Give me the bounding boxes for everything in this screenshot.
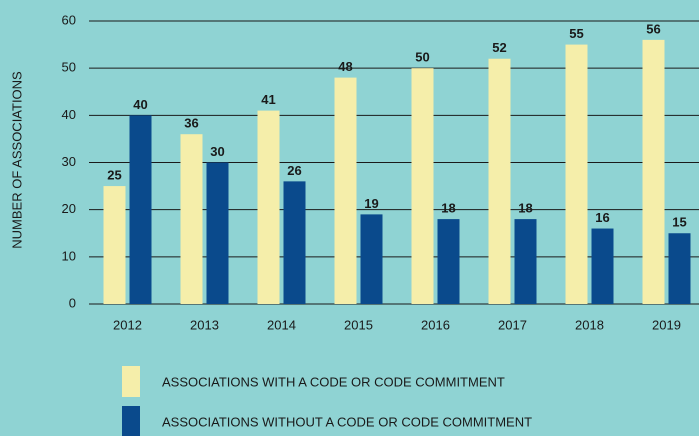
value-label: 16 <box>595 210 609 225</box>
x-tick-label: 2019 <box>652 317 681 332</box>
bar <box>514 219 537 304</box>
y-tick-label: 60 <box>62 12 76 27</box>
bar <box>565 44 588 304</box>
value-label: 52 <box>492 40 506 55</box>
value-label: 56 <box>646 21 660 36</box>
y-tick-label: 40 <box>62 107 76 122</box>
y-tick-label: 10 <box>62 248 76 263</box>
legend-swatch <box>122 366 140 397</box>
y-axis-label: NUMBER OF ASSOCIATIONS <box>9 71 24 249</box>
value-label: 25 <box>107 168 121 183</box>
bar <box>411 68 434 305</box>
value-label: 41 <box>261 92 275 107</box>
value-label: 40 <box>133 97 147 112</box>
bar <box>437 219 460 304</box>
value-label: 19 <box>364 196 378 211</box>
y-tick-label: 0 <box>69 295 76 310</box>
x-tick-label: 2013 <box>190 317 219 332</box>
value-label: 18 <box>518 201 532 216</box>
value-label: 36 <box>184 116 198 131</box>
legend-label: ASSOCIATIONS WITH A CODE OR CODE COMMITM… <box>162 374 505 389</box>
bar <box>488 58 511 304</box>
x-tick-label: 2016 <box>421 317 450 332</box>
bar <box>206 162 229 304</box>
y-tick-label: 20 <box>62 201 76 216</box>
x-tick-label: 2018 <box>575 317 604 332</box>
x-tick-label: 2012 <box>113 317 142 332</box>
bar <box>180 134 203 304</box>
y-tick-label: 30 <box>62 154 76 169</box>
value-label: 48 <box>338 59 352 74</box>
x-tick-label: 2017 <box>498 317 527 332</box>
legend-swatch <box>122 406 140 436</box>
bar <box>642 39 665 304</box>
y-tick-label: 50 <box>62 60 76 75</box>
x-tick-label: 2015 <box>344 317 373 332</box>
value-label: 18 <box>441 201 455 216</box>
bar <box>129 115 152 304</box>
value-label: 55 <box>569 26 583 41</box>
bar <box>591 228 614 304</box>
x-tick-label: 2014 <box>267 317 296 332</box>
legend-label: ASSOCIATIONS WITHOUT A CODE OR CODE COMM… <box>162 414 532 429</box>
bar <box>360 214 383 304</box>
bar <box>334 77 357 304</box>
value-label: 26 <box>287 163 301 178</box>
bar <box>283 181 306 304</box>
value-label: 50 <box>415 50 429 65</box>
value-label: 15 <box>672 215 686 230</box>
bar <box>257 110 280 304</box>
bar <box>668 233 691 304</box>
bar <box>103 186 126 304</box>
value-label: 30 <box>210 144 224 159</box>
